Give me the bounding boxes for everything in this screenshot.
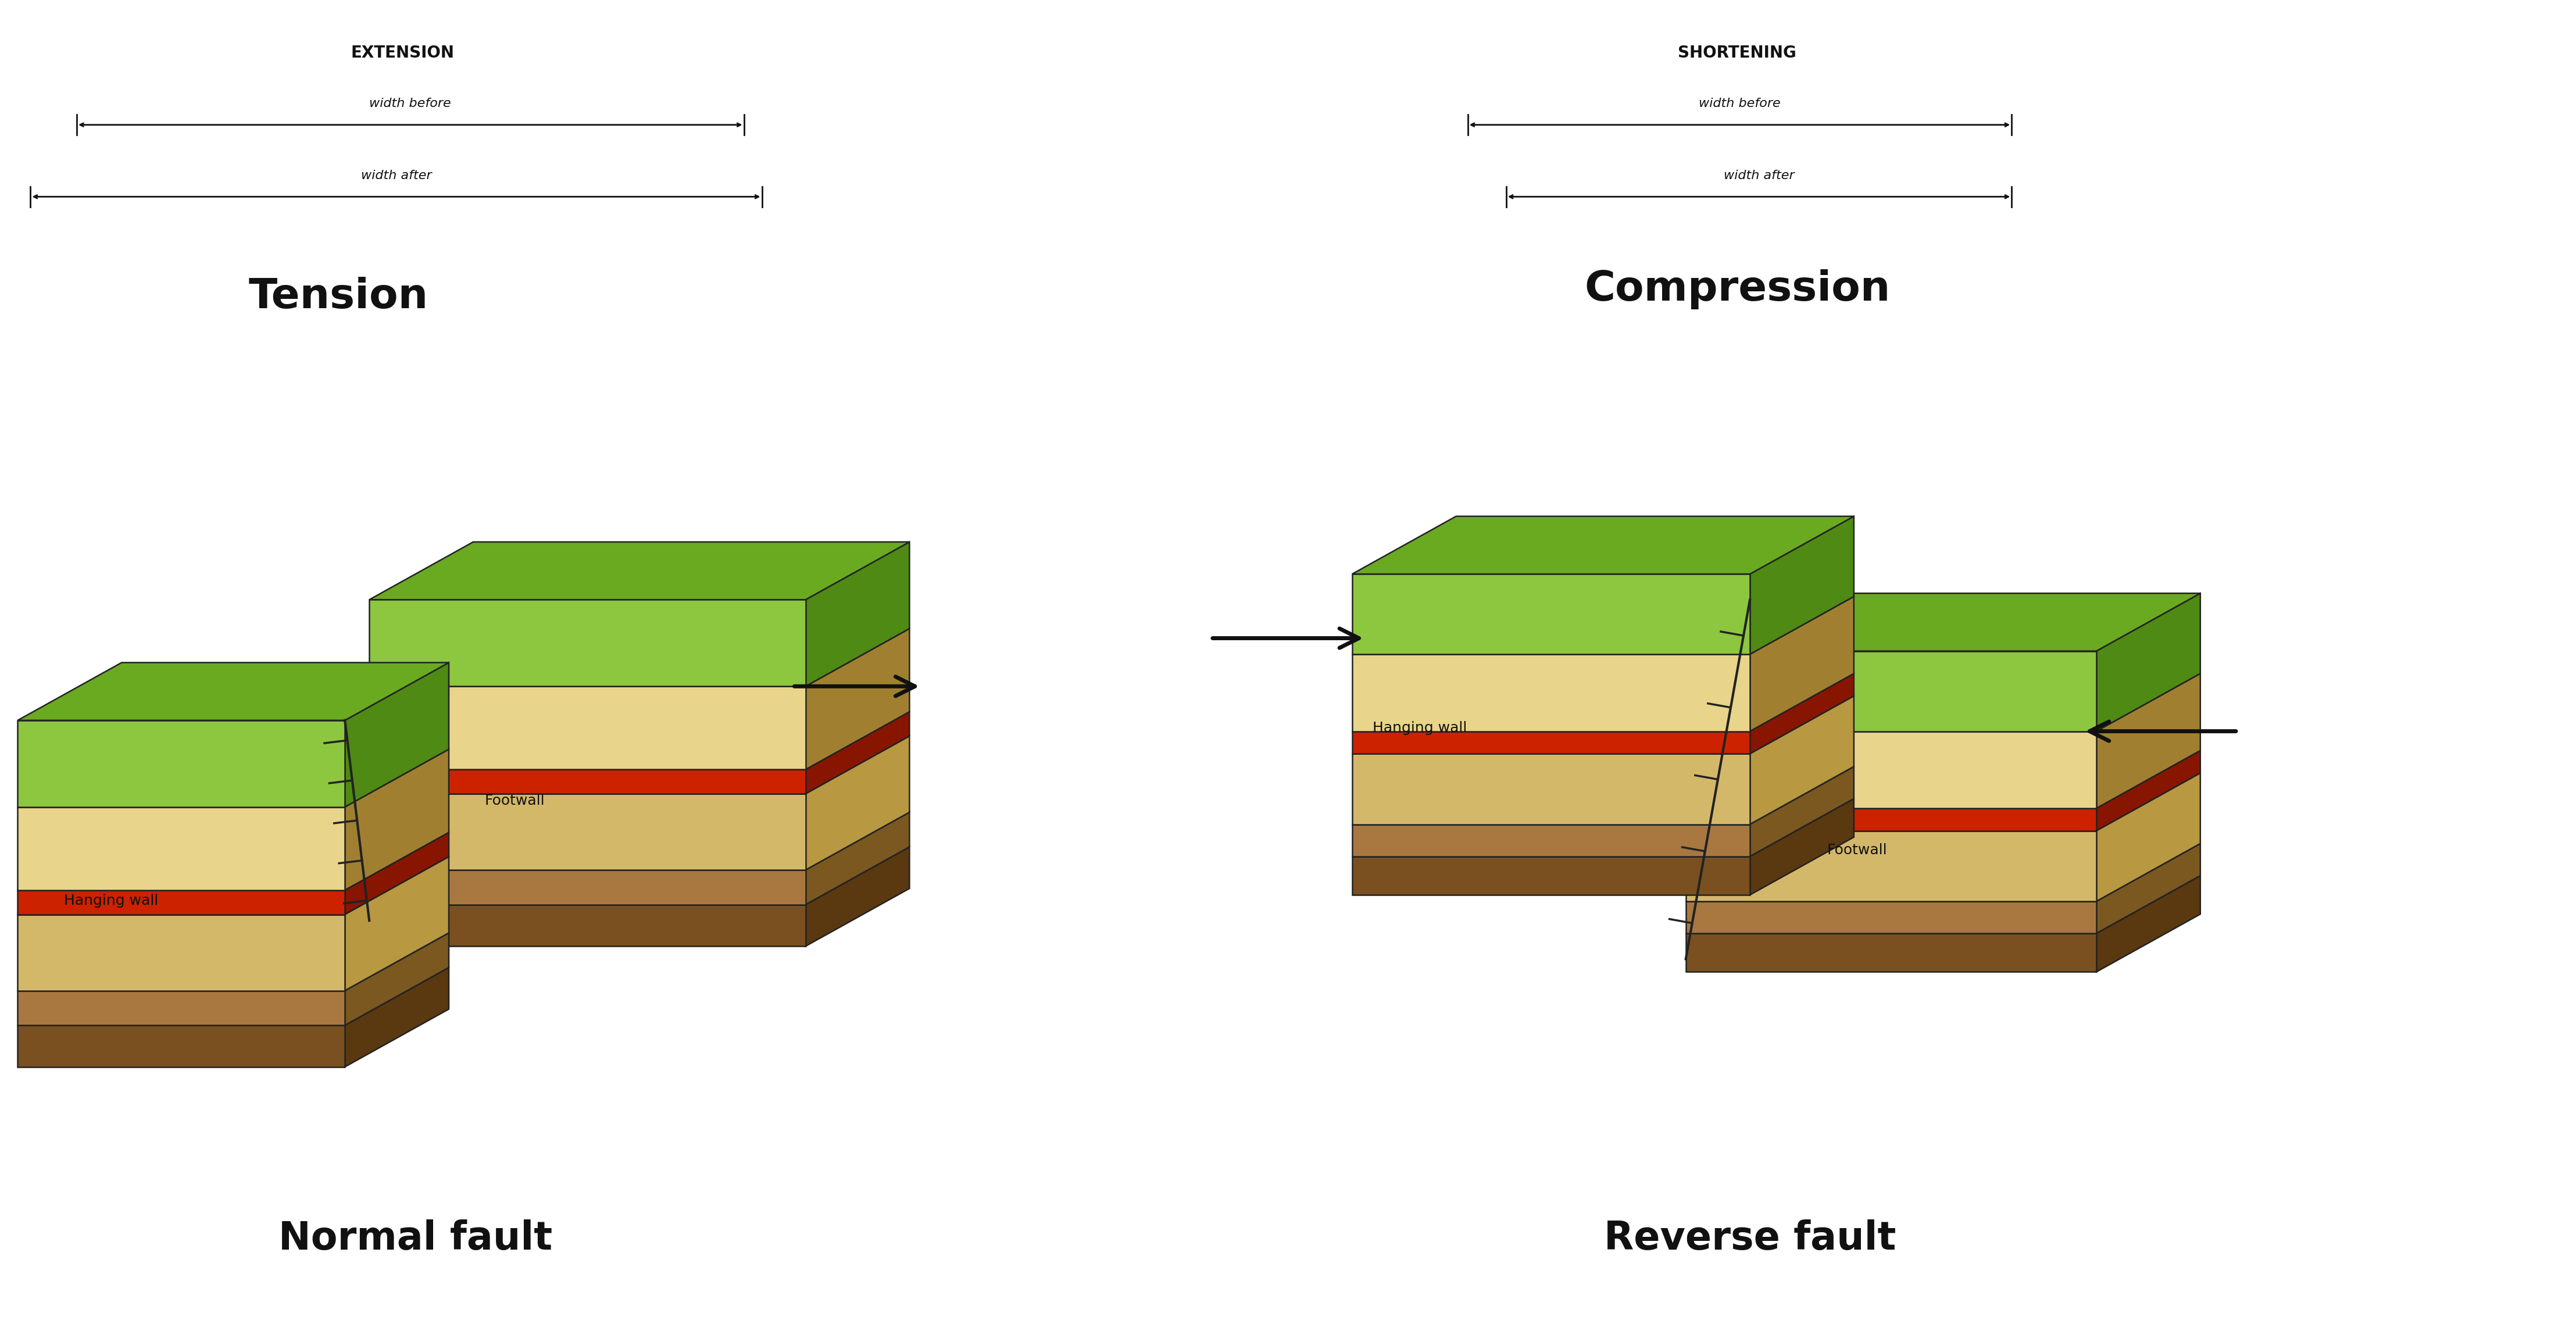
Text: width after: width after [1723, 170, 1795, 181]
Text: width after: width after [361, 170, 433, 181]
Polygon shape [2097, 843, 2200, 934]
Polygon shape [806, 629, 909, 769]
Text: EXTENSION: EXTENSION [350, 44, 453, 62]
Polygon shape [2097, 875, 2200, 971]
Polygon shape [18, 662, 448, 720]
Polygon shape [18, 807, 345, 890]
Polygon shape [368, 793, 806, 870]
Polygon shape [345, 832, 448, 914]
Text: Normal fault: Normal fault [278, 1220, 551, 1258]
Polygon shape [1685, 831, 2097, 902]
Polygon shape [345, 749, 448, 890]
Polygon shape [1749, 516, 1855, 654]
Text: Hanging wall: Hanging wall [1373, 721, 1468, 735]
Polygon shape [1685, 902, 2097, 934]
Polygon shape [345, 856, 448, 990]
Polygon shape [2097, 673, 2200, 808]
Polygon shape [2097, 751, 2200, 831]
Polygon shape [2097, 593, 2200, 732]
Text: SHORTENING: SHORTENING [1677, 44, 1795, 62]
Text: Compression: Compression [1584, 269, 1891, 309]
Polygon shape [345, 967, 448, 1066]
Text: width before: width before [1698, 98, 1780, 110]
Text: Footwall: Footwall [1826, 843, 1888, 856]
Polygon shape [1685, 934, 2097, 971]
Polygon shape [1749, 597, 1855, 732]
Polygon shape [1352, 516, 1855, 574]
Polygon shape [806, 542, 909, 686]
Polygon shape [1685, 652, 2097, 732]
Polygon shape [1352, 574, 1749, 654]
Polygon shape [1352, 753, 1749, 824]
Polygon shape [1352, 732, 1749, 753]
Text: Reverse fault: Reverse fault [1605, 1220, 1896, 1258]
Polygon shape [18, 720, 345, 807]
Polygon shape [368, 769, 806, 793]
Polygon shape [1352, 654, 1749, 732]
Text: Hanging wall: Hanging wall [64, 894, 157, 907]
Polygon shape [1352, 824, 1749, 856]
Polygon shape [1352, 856, 1749, 895]
Polygon shape [345, 933, 448, 1025]
Polygon shape [18, 990, 345, 1025]
Polygon shape [2097, 773, 2200, 902]
Text: Footwall: Footwall [484, 793, 546, 808]
Polygon shape [806, 812, 909, 904]
Polygon shape [368, 870, 806, 904]
Polygon shape [18, 1025, 345, 1066]
Polygon shape [368, 599, 806, 686]
Polygon shape [368, 686, 806, 769]
Polygon shape [806, 712, 909, 793]
Polygon shape [368, 904, 806, 946]
Polygon shape [1749, 767, 1855, 856]
Polygon shape [1685, 808, 2097, 831]
Text: width before: width before [368, 98, 451, 110]
Text: Tension: Tension [250, 277, 428, 317]
Polygon shape [806, 736, 909, 870]
Polygon shape [1749, 799, 1855, 895]
Polygon shape [368, 542, 909, 599]
Polygon shape [345, 662, 448, 807]
Polygon shape [18, 890, 345, 914]
Polygon shape [1749, 673, 1855, 753]
Polygon shape [1749, 696, 1855, 824]
Polygon shape [18, 914, 345, 990]
Polygon shape [806, 847, 909, 946]
Polygon shape [1685, 593, 2200, 652]
Polygon shape [1685, 732, 2097, 808]
